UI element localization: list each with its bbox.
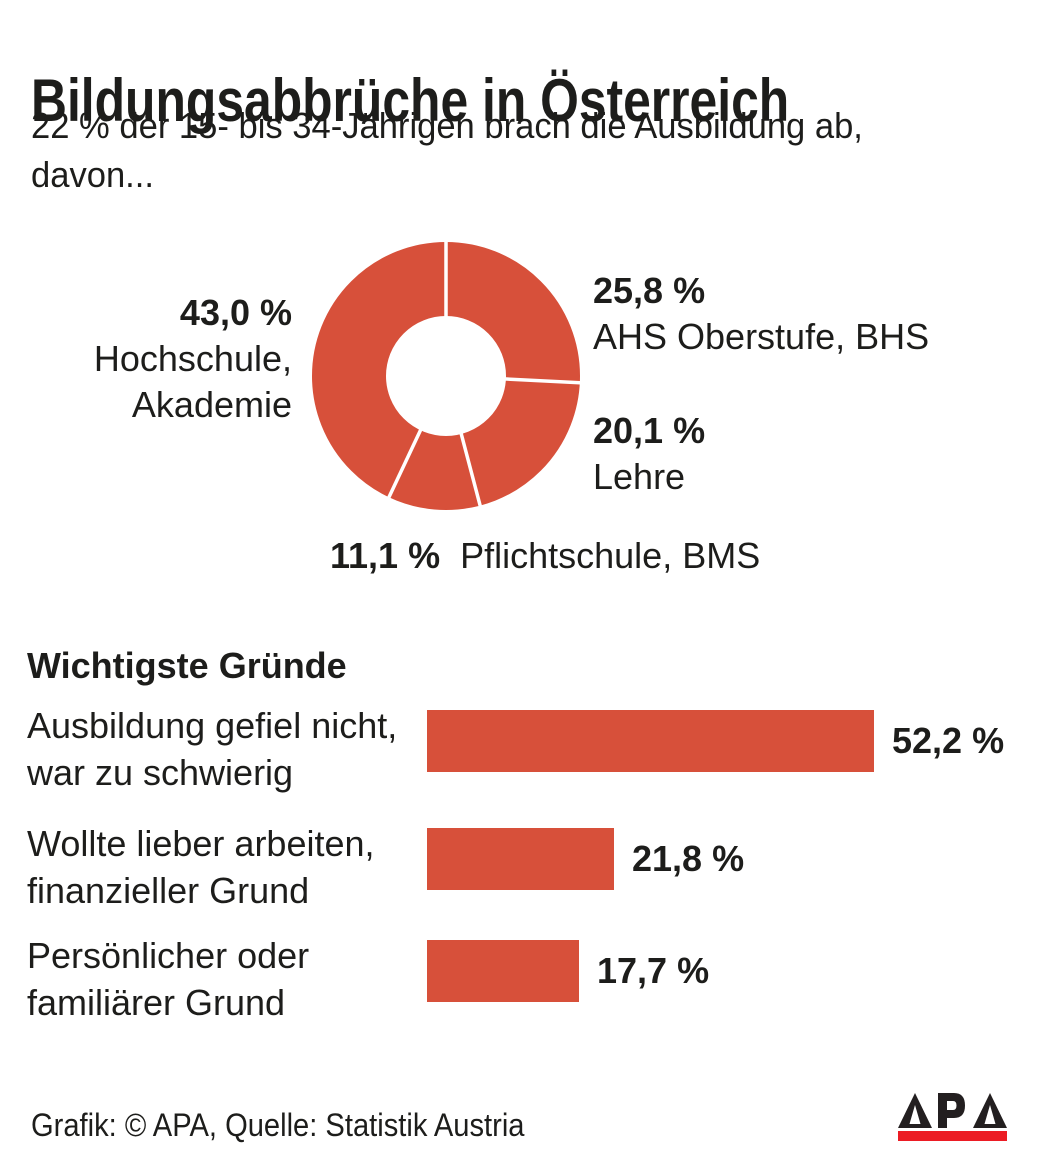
donut-value-hochschule: 43,0 % [179,292,292,333]
donut-value-pflichtschule: 11,1 % [330,535,441,576]
donut-label-hochschule-line-2: Akademie [131,384,292,425]
apa-logo [898,1093,1007,1141]
bar-category-3: Persönlicher oder familiärer Grund [27,932,309,1026]
bar-category-2-line-1: Wollte lieber arbeiten, [27,823,375,864]
subtitle-line-1: 22 % der 15- bis 34-Jährigen brach die A… [31,105,863,146]
donut-label-ahs-line-1: AHS Oberstufe, BHS [593,316,930,357]
bar-category-1: Ausbildung gefiel nicht, war zu schwieri… [27,702,397,796]
bar-category-2: Wollte lieber arbeiten, finanzieller Gru… [27,820,375,914]
subtitle-line-2: davon... [31,154,154,195]
bar-row-1: Ausbildung gefiel nicht, war zu schwieri… [0,705,1039,793]
bar-row-3: Persönlicher oder familiärer Grund 17,7 … [0,935,1039,1023]
bar-1 [427,710,874,772]
donut-label-hochschule-line-1: Hochschule, [93,338,292,379]
donut-label-lehre: 20,1 % Lehre [593,408,705,500]
donut-label-pflichtschule: 11,1 % Pflichtschule, BMS [330,533,760,579]
bar-category-3-line-1: Persönlicher oder [27,935,310,976]
donut-value-lehre: 20,1 % [593,410,706,451]
page-title: Bildungsabbrüche in Österreich [31,67,790,135]
bar-category-3-line-2: familiärer Grund [27,982,286,1023]
apa-logo-letter-p [938,1093,965,1128]
donut-value-ahs: 25,8 % [593,270,706,311]
bar-value-2: 21,8 % [632,838,745,879]
donut-chart [312,237,585,511]
bar-2 [427,828,614,890]
bar-category-2-line-2: finanzieller Grund [27,870,310,911]
bar-value-1: 52,2 % [892,720,1005,761]
donut-label-pflichtschule-text: Pflichtschule, BMS [460,535,761,576]
footer-credit: Grafik: © APA, Quelle: Statistik Austria [31,1107,525,1143]
subtitle: 22 % der 15- bis 34-Jährigen brach die A… [31,101,863,199]
bar-row-2: Wollte lieber arbeiten, finanzieller Gru… [0,823,1039,911]
bar-value-3: 17,7 % [597,950,710,991]
donut-label-hochschule: 43,0 % Hochschule, Akademie [94,290,292,428]
bar-category-1-line-1: Ausbildung gefiel nicht, [27,705,398,746]
donut-label-lehre-line-1: Lehre [593,456,686,497]
bar-3 [427,940,579,1002]
reasons-heading: Wichtigste Gründe [27,645,347,686]
donut-label-ahs: 25,8 % AHS Oberstufe, BHS [593,268,929,360]
apa-logo-red-bar [898,1131,1007,1141]
bar-category-1-line-2: war zu schwierig [27,752,294,793]
